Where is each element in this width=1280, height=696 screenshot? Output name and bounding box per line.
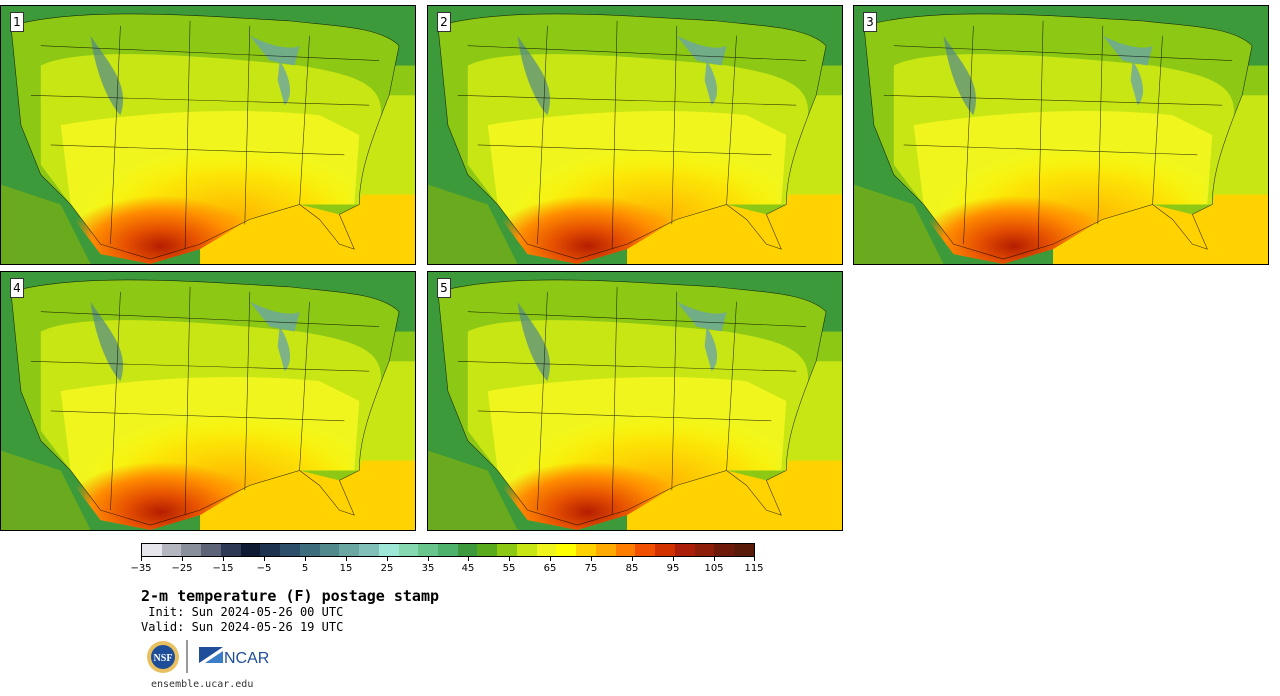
colorbar-tick bbox=[754, 557, 755, 561]
colorbar-segment bbox=[497, 544, 517, 556]
colorbar-segment bbox=[438, 544, 458, 556]
postage-stamp-panel-2: 2 bbox=[427, 5, 843, 265]
colorbar-tick bbox=[509, 557, 510, 561]
colorbar-tick-label: 95 bbox=[666, 563, 680, 574]
colorbar-segment bbox=[516, 544, 537, 556]
colorbar-segment bbox=[536, 544, 557, 556]
postage-stamp-panel-3: 3 bbox=[853, 5, 1269, 265]
colorbar-tick-label: 85 bbox=[625, 563, 639, 574]
colorbar-ticks: −35 −25 −15 −5 5 15 25 35 45 55 65 75 85 95 105 115 bbox=[130, 557, 764, 577]
panel-number-label: 5 bbox=[437, 278, 451, 298]
postage-stamp-panel-5: 5 bbox=[427, 271, 843, 531]
temperature-colorbar bbox=[141, 543, 755, 557]
colorbar-segment bbox=[339, 544, 360, 556]
colorbar-segment bbox=[398, 544, 419, 556]
postage-stamp-panel-4: 4 bbox=[0, 271, 416, 531]
colorbar-segment bbox=[201, 544, 221, 556]
colorbar-segment bbox=[240, 544, 261, 556]
colorbar-segment bbox=[556, 544, 577, 556]
temperature-map bbox=[854, 6, 1268, 264]
ncar-logo-text: NCAR bbox=[224, 650, 269, 667]
colorbar-segment bbox=[142, 544, 162, 556]
colorbar-segment bbox=[576, 544, 596, 556]
panel-number-label: 3 bbox=[863, 12, 877, 32]
chart-title: 2-m temperature (F) postage stamp bbox=[141, 587, 440, 605]
colorbar-segment bbox=[181, 544, 202, 556]
colorbar-tick-label: 105 bbox=[704, 563, 724, 574]
colorbar-tick bbox=[346, 557, 347, 561]
colorbar-tick-label: −5 bbox=[256, 563, 272, 574]
colorbar-tick-label: 45 bbox=[461, 563, 475, 574]
colorbar-segment bbox=[418, 544, 439, 556]
colorbar-segment bbox=[280, 544, 300, 556]
colorbar-tick-label: 5 bbox=[301, 563, 309, 574]
colorbar-segment bbox=[260, 544, 281, 556]
colorbar-segment bbox=[655, 544, 675, 556]
colorbar-tick bbox=[387, 557, 388, 561]
temperature-map bbox=[428, 6, 842, 264]
colorbar-tick-label: 75 bbox=[584, 563, 598, 574]
colorbar-tick-label: 15 bbox=[339, 563, 353, 574]
colorbar-tick bbox=[673, 557, 674, 561]
colorbar-segment bbox=[457, 544, 478, 556]
colorbar-tick bbox=[468, 557, 469, 561]
colorbar-segment bbox=[220, 544, 241, 556]
colorbar-segment bbox=[319, 544, 340, 556]
colorbar-segment bbox=[299, 544, 320, 556]
valid-time: Valid: Sun 2024-05-26 19 UTC bbox=[141, 620, 344, 634]
colorbar-tick-label: −35 bbox=[130, 563, 152, 574]
nsf-logo-text: NSF bbox=[154, 653, 173, 664]
colorbar-tick-label: 115 bbox=[744, 563, 764, 574]
colorbar-tick bbox=[141, 557, 142, 561]
colorbar-segment bbox=[161, 544, 182, 556]
temperature-map bbox=[1, 6, 415, 264]
colorbar-tick-label: 35 bbox=[421, 563, 435, 574]
colorbar-segment bbox=[595, 544, 616, 556]
init-time: Init: Sun 2024-05-26 00 UTC bbox=[141, 605, 344, 619]
panel-number-label: 4 bbox=[10, 278, 24, 298]
colorbar-segment bbox=[694, 544, 715, 556]
colorbar-tick bbox=[428, 557, 429, 561]
site-url: ensemble.ucar.edu bbox=[151, 679, 254, 690]
nsf-logo-icon: NSF bbox=[147, 641, 179, 673]
ncar-logo-icon: NCAR bbox=[199, 647, 269, 667]
colorbar-segment bbox=[714, 544, 735, 556]
colorbar-segment bbox=[477, 544, 498, 556]
colorbar-segment bbox=[359, 544, 379, 556]
temperature-map bbox=[1, 272, 415, 530]
colorbar-tick bbox=[264, 557, 265, 561]
colorbar-tick-label: 25 bbox=[380, 563, 394, 574]
colorbar-tick bbox=[591, 557, 592, 561]
colorbar-segment bbox=[378, 544, 399, 556]
panel-number-label: 1 bbox=[10, 12, 24, 32]
colorbar-tick bbox=[182, 557, 183, 561]
colorbar-segment bbox=[615, 544, 636, 556]
panel-number-label: 2 bbox=[437, 12, 451, 32]
colorbar-tick-label: 65 bbox=[543, 563, 557, 574]
colorbar-tick bbox=[632, 557, 633, 561]
temperature-map bbox=[428, 272, 842, 530]
colorbar-tick-label: −15 bbox=[212, 563, 234, 574]
colorbar-tick-label: 55 bbox=[502, 563, 516, 574]
postage-stamp-panel-1: 1 bbox=[0, 5, 416, 265]
colorbar-segment bbox=[674, 544, 695, 556]
colorbar-tick bbox=[305, 557, 306, 561]
colorbar-tick bbox=[550, 557, 551, 561]
colorbar-segment bbox=[734, 544, 754, 556]
colorbar-segment bbox=[635, 544, 656, 556]
colorbar-tick bbox=[714, 557, 715, 561]
sponsor-logos: NSF NCAR bbox=[145, 639, 275, 675]
colorbar-tick-label: −25 bbox=[171, 563, 193, 574]
colorbar-tick bbox=[223, 557, 224, 561]
